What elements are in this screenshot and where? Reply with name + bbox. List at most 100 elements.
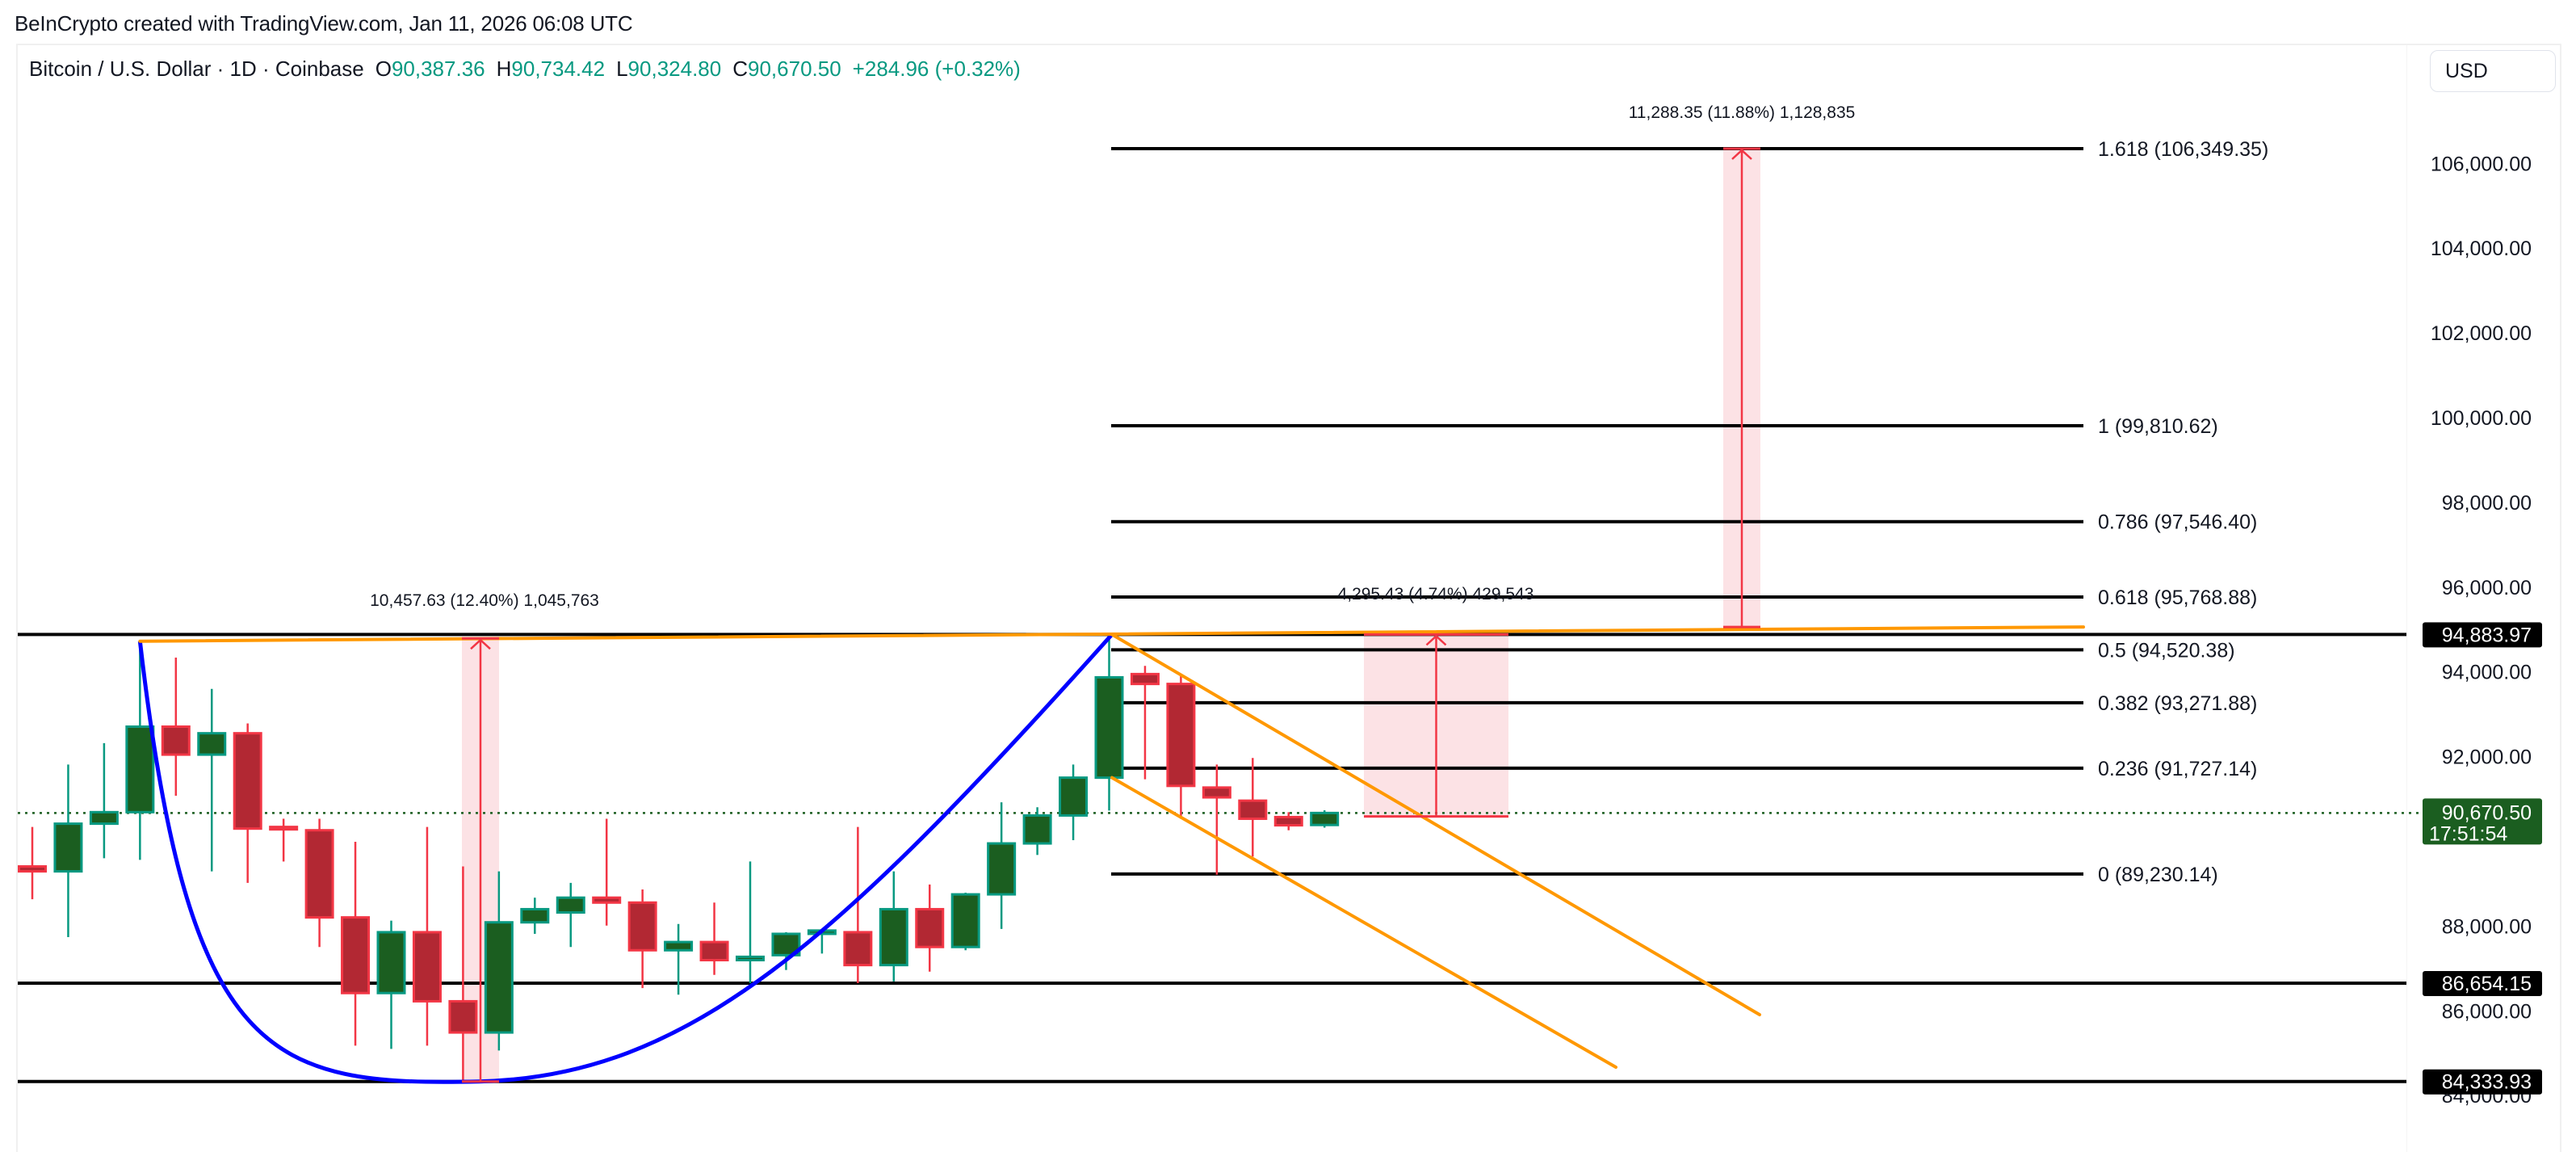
candle-body (269, 826, 299, 831)
candle (736, 861, 765, 983)
candle-body (53, 822, 83, 873)
low-value: 90,324.80 (627, 57, 722, 81)
price-tag (2423, 1069, 2542, 1095)
candle-body (1059, 776, 1089, 817)
candle-body (376, 931, 406, 994)
fib-extension[interactable]: 1.618 (106,349.35) 1 (99,810.62) 0.786 (97… (1111, 138, 2268, 886)
price-axis-tick: 106,000.00 (2431, 153, 2532, 175)
symbol-legend: Bitcoin / U.S. Dollar · 1D · Coinbase O 9… (29, 57, 1021, 82)
close-key: C (732, 57, 748, 81)
candle (448, 866, 478, 1081)
arrow-up-icon (1731, 149, 1752, 160)
candle (197, 688, 227, 872)
candle (1310, 810, 1340, 828)
trendline[interactable] (1110, 633, 1761, 1016)
fib-level-label: 1.618 (106,349.35) (2098, 138, 2268, 161)
candle-body (1166, 683, 1196, 788)
low-key: L (616, 57, 628, 81)
currency-button[interactable]: USD (2430, 50, 2556, 92)
candle (161, 658, 191, 796)
price-axis-tick: 100,000.00 (2431, 407, 2532, 430)
candle-body (161, 725, 191, 756)
close-value: 90,670.50 (748, 57, 841, 81)
candle-body (448, 999, 478, 1034)
candle (987, 802, 1017, 929)
price-axis-tick: 104,000.00 (2431, 238, 2532, 260)
candle (592, 818, 622, 926)
price-axis-tick: 92,000.00 (2442, 746, 2532, 769)
chart-attribution: BeInCrypto created with TradingView.com,… (15, 11, 633, 36)
fib-level-label: 0.5 (94,520.38) (2098, 639, 2235, 662)
measure-label: 10,457.63 (12.40%) 1,045,763 (370, 591, 599, 610)
candle-body (1273, 815, 1303, 827)
candle-body (987, 842, 1017, 896)
change-value: +284.96 (+0.32%) (852, 57, 1021, 81)
price-axis-tick: 86,000.00 (2442, 1000, 2532, 1023)
bar-countdown: 17:51:54 (2429, 822, 2507, 845)
price-axis-tick: 98,000.00 (2442, 492, 2532, 515)
candle-body (950, 893, 980, 948)
measure-arrows[interactable]: 10,457.63 (12.40%) 1,045,763 4,295.43 (4.… (370, 103, 1856, 1083)
price-tags: 94,883.97 86,654.15 84,333.93 90,670.5017:5… (2423, 622, 2542, 1095)
candle-body (843, 931, 873, 967)
candle (341, 841, 371, 1046)
candle-body (304, 829, 334, 919)
candle (520, 898, 550, 934)
candle-body (915, 907, 945, 948)
price-tag-label: 86,654.15 (2442, 973, 2532, 995)
candle (1022, 807, 1052, 856)
candle (484, 871, 514, 1051)
price-axis-tick: 96,000.00 (2442, 577, 2532, 599)
candle (699, 902, 729, 975)
arrow-up-icon (470, 638, 491, 650)
candle-body (736, 955, 765, 961)
arrow-up-icon (1425, 634, 1447, 646)
fib-level-label: 0.618 (95,768.88) (2098, 587, 2257, 609)
candle (950, 893, 980, 951)
fib-level-label: 0.786 (97,546.40) (2098, 511, 2257, 534)
candle (879, 871, 908, 982)
price-axis-tick: 88,000.00 (2442, 915, 2532, 938)
symbol-title[interactable]: Bitcoin / U.S. Dollar · 1D · Coinbase (29, 57, 364, 81)
trendline[interactable] (1110, 776, 1617, 1069)
fib-level-label: 0.382 (93,271.88) (2098, 692, 2257, 715)
cup-curve[interactable] (137, 633, 1114, 1084)
last-price-tag (2423, 798, 2542, 845)
candle (53, 764, 83, 938)
fib-level-label: 0 (89,230.14) (2098, 864, 2218, 886)
candle (1166, 674, 1196, 819)
candle (269, 818, 299, 862)
candle-body (664, 940, 694, 952)
candle-body (556, 896, 585, 914)
candle (843, 826, 873, 983)
price-tag-label: 94,883.97 (2442, 624, 2532, 646)
candle-body (412, 931, 442, 1003)
candle (664, 923, 694, 995)
candle (627, 889, 657, 989)
candle-body (1310, 811, 1340, 826)
candle (89, 742, 119, 859)
measure-label: 11,288.35 (11.88%) 1,128,835 (1629, 103, 1856, 122)
price-tag (2423, 622, 2542, 648)
candle (1202, 764, 1231, 875)
candle-body (18, 865, 47, 873)
candle-body (341, 916, 371, 994)
candle-body (1130, 672, 1160, 686)
candle-body (699, 940, 729, 961)
candle-body (1022, 814, 1052, 845)
candle (304, 818, 334, 948)
chart-pane[interactable] (16, 44, 2561, 1152)
candle-body (627, 901, 657, 952)
candle (233, 723, 262, 883)
last-price-label: 90,670.50 (2442, 801, 2532, 824)
fib-level-label: 0.236 (91,727.14) (2098, 758, 2257, 780)
candle (1273, 812, 1303, 830)
open-key: O (375, 57, 392, 81)
candle (1059, 764, 1089, 840)
candle (18, 826, 47, 900)
candle-body (125, 725, 155, 814)
price-axis[interactable] (2406, 45, 2561, 1152)
candle (125, 641, 155, 860)
fib-level-label: 1 (99,810.62) (2098, 415, 2218, 438)
